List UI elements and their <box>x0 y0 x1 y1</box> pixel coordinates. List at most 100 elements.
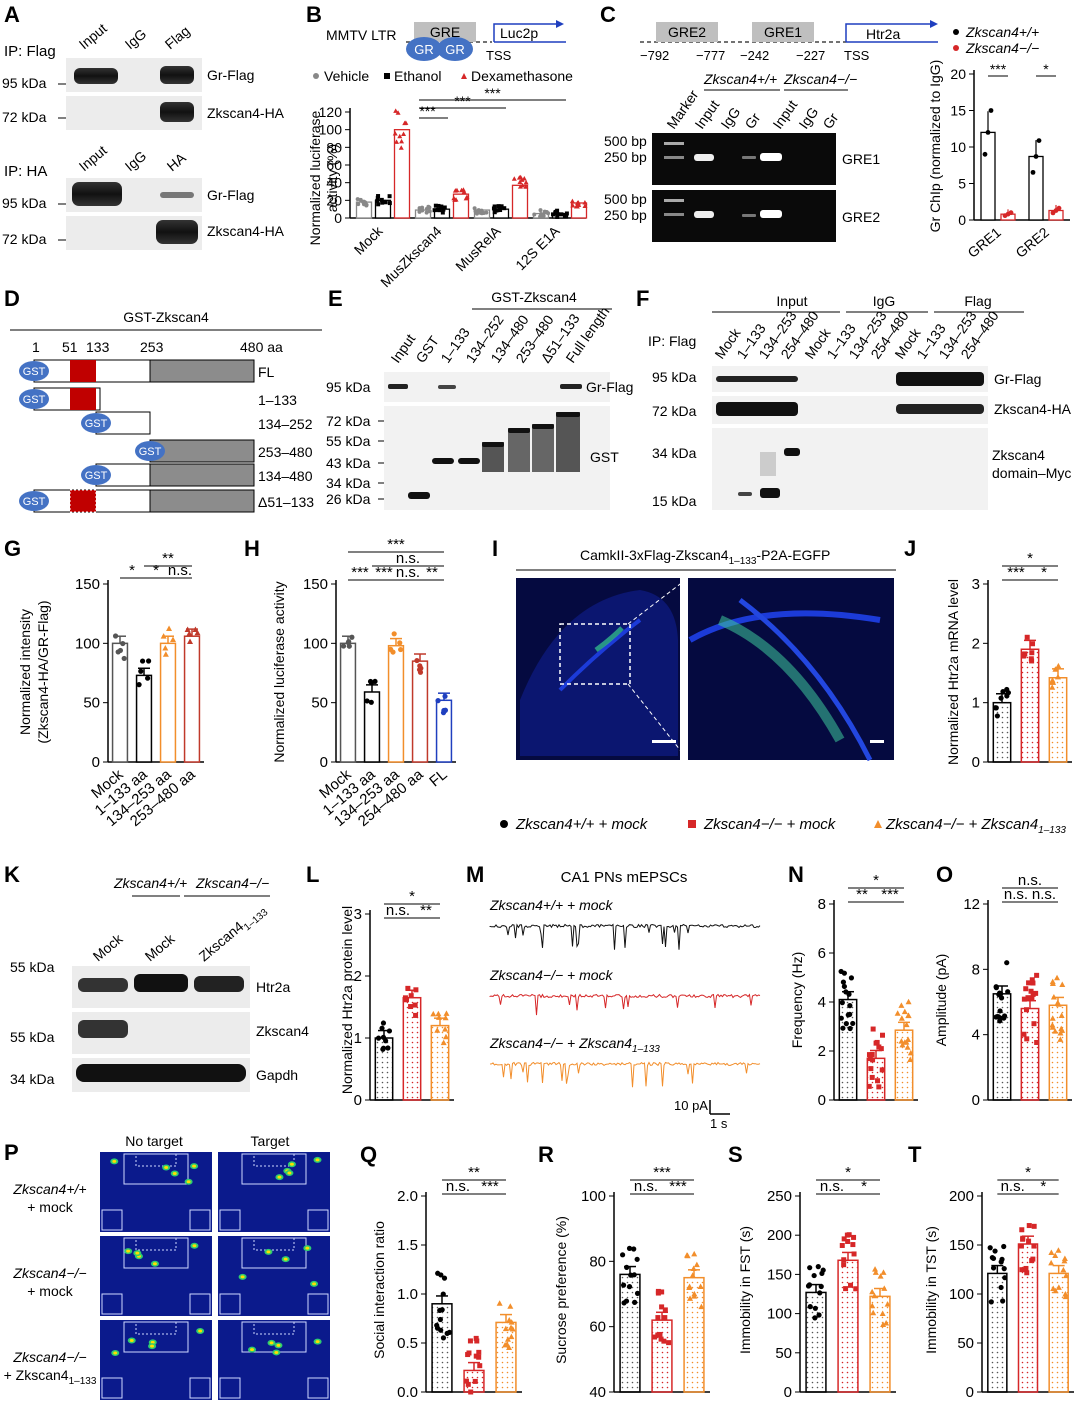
y-tick-label: 0 <box>958 212 966 228</box>
mw-label: 95 kDa <box>2 195 47 211</box>
mw-label: 26 kDa <box>326 491 371 507</box>
data-point <box>398 145 404 150</box>
data-point <box>1024 1270 1030 1276</box>
data-point <box>843 989 849 995</box>
y-tick-label: 10 <box>950 139 966 155</box>
data-point <box>1008 210 1014 216</box>
data-point <box>907 1056 914 1062</box>
panel-f: F Input IgG Flag IP: Flag Mock1–133134–2… <box>636 286 1072 510</box>
data-point <box>1018 1243 1024 1249</box>
data-point <box>1030 641 1036 647</box>
promoter-label: MMTV LTR <box>326 27 397 43</box>
y-tick-label: 200 <box>767 1227 792 1244</box>
band-gre2: GRE2 <box>842 209 880 225</box>
corner-zone <box>219 1293 241 1315</box>
tss-label: TSS <box>486 48 512 63</box>
lane-label: GST <box>412 333 442 366</box>
corner-zone <box>189 1293 211 1315</box>
data-point <box>689 1272 696 1278</box>
y-tick-label: 100 <box>949 1286 974 1303</box>
data-point <box>376 202 381 207</box>
coord: −227 <box>796 48 825 63</box>
x-tick-label: FL <box>426 766 450 790</box>
data-point <box>395 110 401 115</box>
heat-spot <box>315 1340 320 1344</box>
lane: IgG <box>717 104 743 132</box>
data-point <box>397 640 403 646</box>
construct-label: Δ51–133 <box>258 494 314 510</box>
gr-label: GR <box>414 42 434 57</box>
construct-title: GST-Zkscan4 <box>123 309 209 325</box>
bp-label: 250 bp <box>604 149 647 165</box>
data-point <box>993 1014 999 1020</box>
data-point <box>982 151 988 157</box>
blot-f3 <box>712 428 988 510</box>
data-point <box>841 1236 847 1242</box>
data-point <box>541 213 546 218</box>
data-point <box>473 1353 479 1359</box>
data-point <box>511 176 517 181</box>
data-point <box>631 1272 637 1278</box>
data-point <box>559 212 564 217</box>
data-point <box>160 633 167 639</box>
data-point <box>850 1020 856 1027</box>
ylabel-h: Normalized luciferase activity <box>271 581 287 762</box>
data-point <box>877 1273 884 1279</box>
data-point <box>883 1319 890 1326</box>
genotype-ko: Zkscan4−/− <box>783 71 857 87</box>
gst-tag <box>81 413 111 433</box>
data-point <box>506 1344 513 1351</box>
data-point <box>356 202 361 207</box>
group-flag: Flag <box>964 293 991 309</box>
data-point <box>472 206 477 211</box>
corner-zone <box>307 1377 329 1399</box>
data-point <box>879 1310 886 1317</box>
data-point <box>405 985 411 991</box>
data-point <box>1056 205 1062 211</box>
gst-tag <box>19 361 49 381</box>
group-igg: IgG <box>873 293 896 309</box>
data-point <box>869 1288 876 1295</box>
data-point <box>811 1272 817 1279</box>
sig-label: ** <box>420 902 432 919</box>
row-label: Zkscan4−/− <box>12 1265 86 1281</box>
data-point <box>904 1044 911 1050</box>
data-point <box>651 1334 657 1340</box>
data-point <box>120 640 126 647</box>
y-tick-label: 120 <box>319 104 343 120</box>
data-point <box>194 629 201 636</box>
legend-dex: Dexamethasone <box>471 68 573 84</box>
data-point <box>626 1284 633 1290</box>
data-point <box>375 195 380 200</box>
sig-label: * <box>1041 564 1047 581</box>
row-label: Zkscan4+/+ <box>12 1181 86 1197</box>
sig-label: *** <box>375 564 393 581</box>
target-cage <box>135 1321 177 1335</box>
gr-protein <box>437 37 473 61</box>
data-point <box>659 1304 665 1310</box>
data-point <box>1021 996 1027 1002</box>
data-point <box>839 1242 845 1248</box>
data-point <box>1021 653 1027 659</box>
ip-ha-label: IP: HA <box>4 163 47 180</box>
sig-label: *** <box>351 564 369 581</box>
sig-label: *** <box>653 1164 671 1181</box>
data-point <box>1023 986 1029 992</box>
data-point <box>413 987 419 993</box>
band-label: Htr2a <box>256 979 290 995</box>
data-point <box>473 1335 479 1341</box>
data-point <box>440 1039 447 1046</box>
sig-label: n.s. <box>1032 886 1056 903</box>
panel-label-c: C <box>600 2 616 27</box>
y-tick-label: 1.5 <box>397 1237 418 1254</box>
data-point <box>874 1039 880 1045</box>
data-point <box>1026 980 1032 986</box>
panel-c: C GRE2 GRE1 Htr2a −792 −777 −242 −227 TS… <box>600 2 1070 261</box>
y-tick-label: 2 <box>972 635 980 652</box>
data-point <box>901 1008 908 1015</box>
data-point <box>634 1256 640 1262</box>
data-point <box>655 1288 661 1294</box>
data-point <box>368 680 375 686</box>
ylabel-l: Normalized Htr2a protein level <box>339 906 355 1094</box>
